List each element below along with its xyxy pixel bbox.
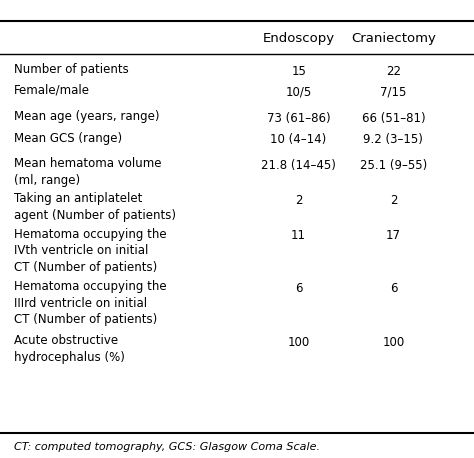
Text: Craniectomy: Craniectomy — [351, 33, 436, 45]
Text: 7/15: 7/15 — [380, 86, 407, 98]
Text: 9.2 (3–15): 9.2 (3–15) — [364, 133, 423, 146]
Text: 10/5: 10/5 — [285, 86, 312, 98]
Text: CT: computed tomography, GCS: Glasgow Coma Scale.: CT: computed tomography, GCS: Glasgow Co… — [14, 442, 320, 452]
Text: Taking an antiplatelet
agent (Number of patients): Taking an antiplatelet agent (Number of … — [14, 192, 176, 222]
Text: 73 (61–86): 73 (61–86) — [267, 112, 330, 125]
Text: Hematoma occupying the
IVth ventricle on initial
CT (Number of patients): Hematoma occupying the IVth ventricle on… — [14, 228, 167, 274]
Text: 25.1 (9–55): 25.1 (9–55) — [360, 159, 427, 172]
Text: Mean age (years, range): Mean age (years, range) — [14, 110, 160, 123]
Text: 11: 11 — [291, 229, 306, 242]
Text: 6: 6 — [390, 282, 397, 295]
Text: Hematoma occupying the
IIIrd ventricle on initial
CT (Number of patients): Hematoma occupying the IIIrd ventricle o… — [14, 280, 167, 327]
Text: 10 (4–14): 10 (4–14) — [271, 133, 327, 146]
Text: Mean GCS (range): Mean GCS (range) — [14, 131, 122, 145]
Text: 2: 2 — [390, 194, 397, 207]
Text: 2: 2 — [295, 194, 302, 207]
Text: 21.8 (14–45): 21.8 (14–45) — [261, 159, 336, 172]
Text: 6: 6 — [295, 282, 302, 295]
Text: Mean hematoma volume
(ml, range): Mean hematoma volume (ml, range) — [14, 157, 162, 187]
Text: 22: 22 — [386, 65, 401, 77]
Text: 100: 100 — [288, 336, 310, 349]
Text: 15: 15 — [291, 65, 306, 77]
Text: 100: 100 — [383, 336, 404, 349]
Text: Endoscopy: Endoscopy — [263, 33, 335, 45]
Text: 17: 17 — [386, 229, 401, 242]
Text: Female/male: Female/male — [14, 84, 90, 97]
Text: Acute obstructive
hydrocephalus (%): Acute obstructive hydrocephalus (%) — [14, 334, 125, 364]
Text: 66 (51–81): 66 (51–81) — [362, 112, 425, 125]
Text: Number of patients: Number of patients — [14, 63, 129, 76]
